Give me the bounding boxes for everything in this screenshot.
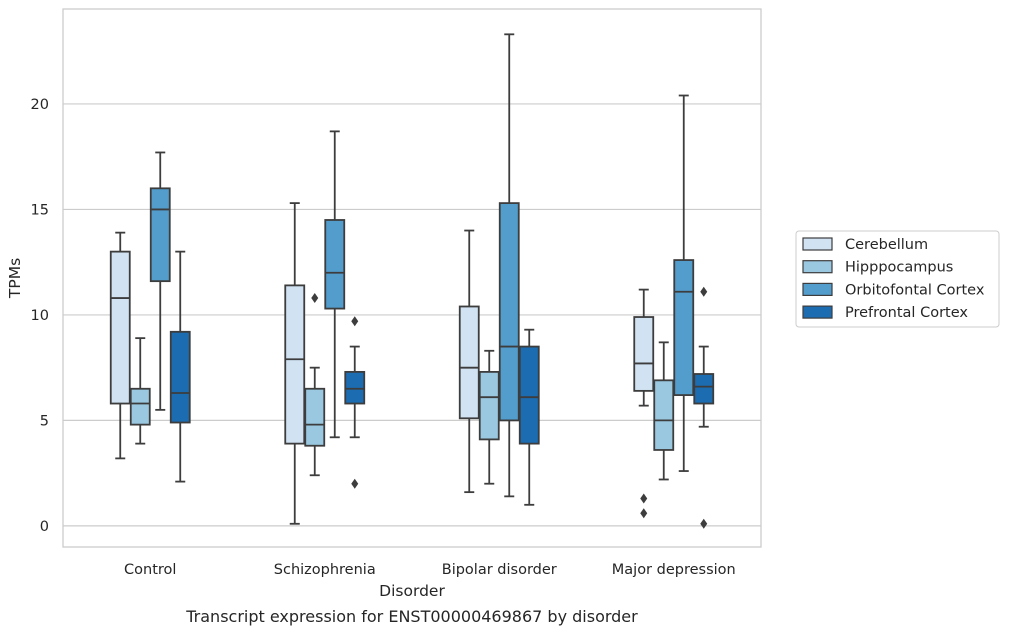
legend-swatch: [802, 237, 833, 251]
box-prefrontal-cortex-2: [518, 328, 540, 506]
y-axis-ticks: 0 5 10 15 20: [31, 97, 49, 535]
iqr-box: [304, 387, 326, 447]
x-tick-label: Bipolar disorder: [442, 562, 557, 578]
iqr-box: [653, 379, 675, 451]
legend-label: Prefrontal Cortex: [845, 305, 968, 321]
box-cerebellum-3: [633, 288, 655, 519]
iqr-box: [284, 284, 306, 445]
iqr-box: [169, 330, 191, 424]
iqr-box: [518, 345, 540, 445]
outlier-point: [311, 293, 319, 304]
x-tick-label: Major depression: [612, 562, 736, 578]
x-axis-label: Disorder: [379, 582, 445, 600]
legend-label: Orbitofontal Cortex: [845, 282, 985, 298]
iqr-box: [129, 387, 151, 426]
x-tick-label: Control: [124, 562, 176, 578]
chart-caption: Transcript expression for ENST0000046986…: [185, 607, 638, 626]
x-axis-ticks: Control Schizophrenia Bipolar disorder Majo…: [124, 562, 736, 578]
box-hipppocampus-3: [653, 341, 675, 481]
legend-frame: [795, 230, 1000, 328]
legend: Cerebellum Hipppocampus Orbitofontal Corte…: [795, 230, 1000, 328]
iqr-box: [673, 259, 695, 396]
outlier-point: [640, 493, 648, 504]
plot-frame: [62, 8, 762, 548]
y-tick-label: 15: [31, 202, 49, 218]
iqr-box: [633, 316, 655, 392]
iqr-box: [458, 305, 480, 420]
legend-swatch: [802, 305, 833, 319]
outlier-point: [351, 316, 359, 327]
iqr-box: [109, 250, 131, 405]
outlier-point: [351, 478, 359, 489]
box-cerebellum-2: [458, 229, 480, 494]
box-hipppocampus-2: [478, 349, 500, 485]
y-tick-label: 5: [40, 413, 49, 429]
box-orbitofontal-cortex-1: [324, 130, 346, 439]
box-orbitofontal-cortex-0: [149, 151, 171, 411]
y-tick-label: 10: [31, 308, 49, 324]
iqr-box: [498, 202, 520, 422]
y-axis-label: TPMs: [6, 258, 24, 299]
legend-swatch: [802, 282, 833, 296]
box-orbitofontal-cortex-2: [498, 33, 520, 498]
box-prefrontal-cortex-1: [344, 316, 366, 489]
x-tick-label: Schizophrenia: [274, 562, 376, 578]
box-prefrontal-cortex-0: [169, 250, 191, 483]
iqr-box: [478, 370, 500, 441]
box-cerebellum-0: [109, 231, 131, 460]
box-cerebellum-1: [284, 202, 306, 525]
legend-label: Hipppocampus: [845, 260, 953, 276]
iqr-box: [324, 219, 346, 310]
box-orbitofontal-cortex-3: [673, 94, 695, 472]
iqr-box: [693, 373, 715, 405]
legend-swatch: [802, 260, 833, 274]
outlier-point: [700, 286, 708, 297]
y-tick-label: 20: [31, 97, 49, 113]
legend-label: Cerebellum: [845, 237, 928, 253]
iqr-box: [149, 187, 171, 283]
outlier-point: [640, 508, 648, 519]
box-hipppocampus-0: [129, 337, 151, 445]
iqr-box: [344, 370, 366, 405]
y-tick-label: 0: [40, 519, 49, 535]
gridlines: [63, 103, 761, 527]
box-prefrontal-cortex-3: [693, 286, 715, 529]
box-plot-area: [109, 33, 715, 529]
box-hipppocampus-1: [304, 293, 326, 477]
outlier-point: [700, 518, 708, 529]
